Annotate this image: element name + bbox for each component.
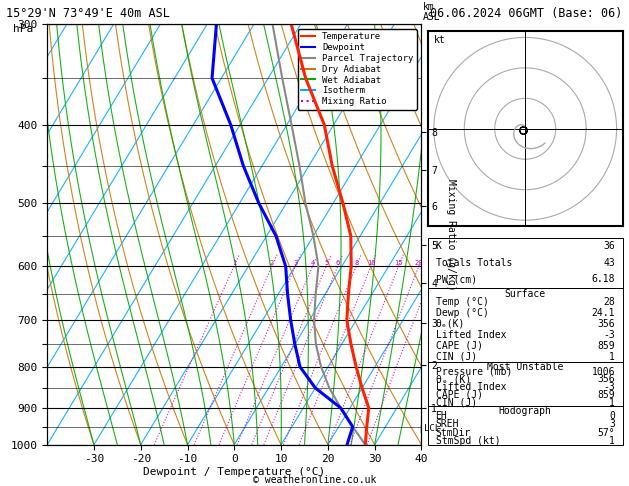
Text: 4: 4 [311, 260, 314, 266]
Text: 57°: 57° [598, 428, 615, 437]
Text: CIN (J): CIN (J) [435, 351, 477, 362]
Text: 06.06.2024 06GMT (Base: 06): 06.06.2024 06GMT (Base: 06) [430, 7, 623, 20]
Legend: Temperature, Dewpoint, Parcel Trajectory, Dry Adiabat, Wet Adiabat, Isotherm, Mi: Temperature, Dewpoint, Parcel Trajectory… [298, 29, 417, 110]
Text: -3: -3 [603, 330, 615, 340]
Text: 6: 6 [336, 260, 340, 266]
Text: 859: 859 [598, 341, 615, 351]
Text: CAPE (J): CAPE (J) [435, 341, 482, 351]
Text: 8: 8 [354, 260, 359, 266]
Text: km
ASL: km ASL [423, 2, 441, 22]
Text: 3: 3 [609, 419, 615, 430]
Text: © weatheronline.co.uk: © weatheronline.co.uk [253, 475, 376, 485]
Text: Lifted Index: Lifted Index [435, 330, 506, 340]
Text: K: K [435, 242, 442, 251]
Text: 5: 5 [324, 260, 328, 266]
Text: 1: 1 [609, 435, 615, 446]
Text: CAPE (J): CAPE (J) [435, 390, 482, 400]
Text: 1: 1 [232, 260, 236, 266]
Text: 6.18: 6.18 [591, 275, 615, 284]
Bar [428, 238, 623, 288]
Bar [428, 288, 623, 362]
Text: Lifted Index: Lifted Index [435, 382, 506, 392]
Text: Surface: Surface [504, 289, 546, 299]
Text: 10: 10 [367, 260, 376, 266]
Text: kt: kt [434, 35, 445, 46]
Text: SREH: SREH [435, 419, 459, 430]
Bar [428, 406, 623, 445]
Text: Temp (°C): Temp (°C) [435, 297, 488, 307]
Text: hPa: hPa [13, 24, 34, 35]
Text: Hodograph: Hodograph [499, 406, 552, 416]
Bar [428, 362, 623, 406]
Text: 28: 28 [603, 297, 615, 307]
Text: θₑ (K): θₑ (K) [435, 374, 470, 384]
Text: StmDir: StmDir [435, 428, 470, 437]
Text: PW (cm): PW (cm) [435, 275, 477, 284]
Text: 43: 43 [603, 258, 615, 268]
Text: Totals Totals: Totals Totals [435, 258, 512, 268]
Text: 24.1: 24.1 [591, 308, 615, 318]
Text: -3: -3 [603, 382, 615, 392]
Text: 1: 1 [609, 398, 615, 408]
Text: 15°29'N 73°49'E 40m ASL: 15°29'N 73°49'E 40m ASL [6, 7, 170, 20]
Text: LCL: LCL [424, 424, 440, 433]
Text: 1006: 1006 [591, 367, 615, 377]
Text: Dewp (°C): Dewp (°C) [435, 308, 488, 318]
Text: Most Unstable: Most Unstable [487, 362, 564, 371]
Text: 20: 20 [415, 260, 423, 266]
Text: 0: 0 [609, 411, 615, 421]
Text: 859: 859 [598, 390, 615, 400]
Text: 36: 36 [603, 242, 615, 251]
Text: 356: 356 [598, 374, 615, 384]
Text: 2: 2 [270, 260, 274, 266]
X-axis label: Dewpoint / Temperature (°C): Dewpoint / Temperature (°C) [143, 467, 325, 477]
Text: Pressure (mb): Pressure (mb) [435, 367, 512, 377]
Text: 3: 3 [293, 260, 298, 266]
Text: θₑ(K): θₑ(K) [435, 319, 465, 329]
Y-axis label: Mixing Ratio (g/kg): Mixing Ratio (g/kg) [447, 179, 457, 290]
Text: 1: 1 [609, 351, 615, 362]
Text: 356: 356 [598, 319, 615, 329]
Text: 15: 15 [394, 260, 403, 266]
Text: StmSpd (kt): StmSpd (kt) [435, 435, 500, 446]
Text: EH: EH [435, 411, 447, 421]
Text: CIN (J): CIN (J) [435, 398, 477, 408]
